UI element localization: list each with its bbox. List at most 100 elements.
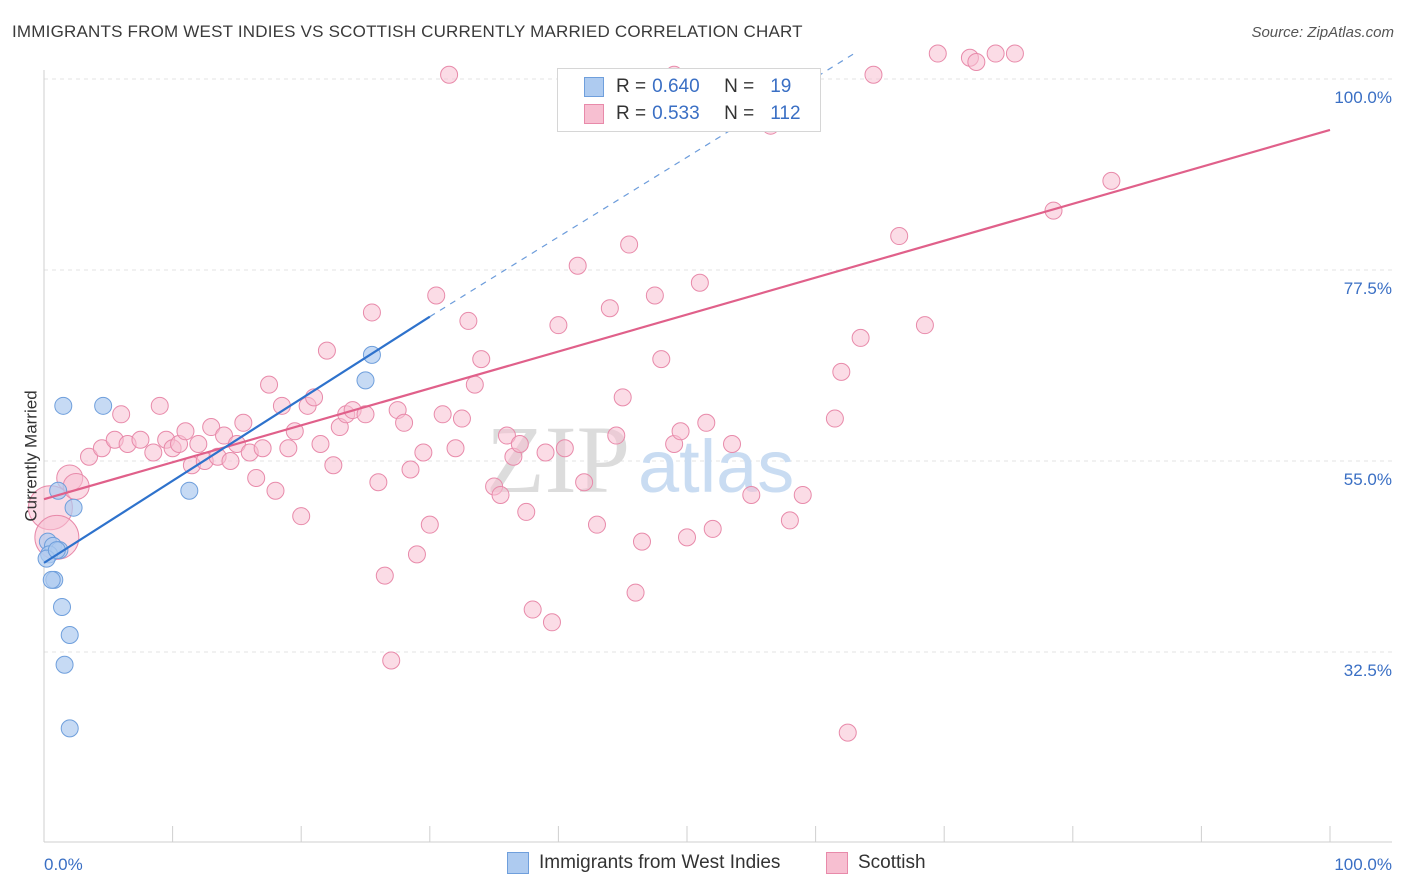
legend-n-label-pink: N =: [724, 103, 755, 124]
legend-n-value-pink: 112: [770, 103, 801, 124]
bottom-legend-swatch-blue: [507, 852, 529, 874]
bottom-legend-blue: Immigrants from West Indies: [507, 852, 780, 874]
scottish-point-58: [472, 350, 491, 369]
scottish-trend-line: [43, 128, 1331, 501]
scottish-point-77: [632, 532, 651, 551]
legend-n-label-blue: N =: [724, 76, 755, 97]
scottish-point-65: [523, 600, 542, 619]
scottish-point-56: [459, 311, 478, 330]
y-tick-label-3: 100.0%: [1334, 88, 1392, 107]
scottish-point-84: [697, 413, 716, 432]
scottish-point-4: [80, 447, 99, 466]
scottish-point-72: [587, 515, 606, 534]
scottish-point-100: [986, 44, 1005, 63]
scottish-point-44: [382, 651, 401, 670]
scottish-point-49: [414, 443, 433, 462]
legend-n-value-blue: 19: [770, 76, 792, 97]
scottish-point-83: [690, 273, 709, 292]
west-indies-point-1: [94, 396, 113, 415]
legend-r-value-pink: 0.533: [652, 103, 700, 124]
scottish-point-103: [1102, 171, 1121, 190]
west-indies-point-0: [54, 396, 73, 415]
west-indies-point-4: [180, 481, 199, 500]
scottish-point-64: [517, 502, 536, 521]
bottom-legend-label-blue: Immigrants from West Indies: [539, 852, 781, 873]
west-indies-point-12: [60, 626, 79, 645]
scottish-point-31: [292, 507, 311, 526]
correlation-legend: R = 0.640 N = 19 R = 0.533 N = 112: [557, 68, 821, 132]
scottish-point-66: [536, 443, 555, 462]
scottish-point-53: [440, 65, 459, 84]
bottom-legend-swatch-pink: [826, 852, 848, 874]
scottish-point-18: [202, 418, 221, 437]
scottish-point-104: [678, 528, 696, 547]
scottish-point-43: [375, 566, 394, 585]
scottish-point-5: [92, 439, 111, 458]
scottish-point-81: [671, 422, 690, 441]
legend-r-label-pink: R =: [616, 103, 647, 124]
scottish-point-90: [825, 409, 844, 428]
watermark-atlas: atlas: [638, 425, 794, 508]
scottish-point-47: [401, 460, 420, 479]
watermark: ZIP atlas: [486, 406, 794, 513]
scottish-point-88: [780, 511, 799, 530]
legend-r-value-blue: 0.640: [652, 76, 700, 97]
scottish-point-25: [253, 439, 272, 458]
scottish-point-70: [568, 256, 587, 275]
west-indies-point-16: [356, 371, 375, 390]
scottish-point-41: [362, 303, 381, 322]
scottish-point-76: [626, 583, 645, 602]
axes: [43, 70, 1392, 843]
scottish-point-91: [832, 362, 851, 381]
scottish-point-23: [234, 413, 253, 432]
scottish-point-97: [928, 44, 947, 63]
scottish-point-73: [600, 299, 619, 318]
scottish-point-16: [189, 435, 208, 454]
legend-swatch-blue: [584, 77, 604, 97]
scottish-point-29: [279, 439, 298, 458]
scottish-point-71: [575, 473, 594, 492]
bottom-legend-label-pink: Scottish: [858, 852, 926, 873]
legend-row-blue: R = 0.640 N = 19: [584, 73, 791, 101]
scottish-point-75: [620, 235, 639, 254]
scottish-point-26: [260, 375, 279, 394]
scottish-point-96: [915, 316, 934, 335]
scottish-point-42: [369, 473, 388, 492]
scottish-point-10: [150, 396, 169, 415]
west-indies-point-11: [53, 598, 72, 617]
scottish-point-27: [266, 481, 285, 500]
scottish-point-68: [549, 316, 568, 335]
bottom-legend-pink: Scottish: [826, 852, 926, 874]
legend-r-label-blue: R =: [616, 76, 647, 97]
scottish-point-46: [395, 413, 414, 432]
scottish-point-48: [407, 545, 426, 564]
y-tick-label-2: 77.5%: [1344, 279, 1392, 298]
scottish-point-89: [793, 485, 812, 504]
trend-lines: [43, 53, 1331, 564]
scottish-point-51: [427, 286, 446, 305]
scottish-point-60: [491, 485, 510, 504]
scottish-points: [27, 44, 1121, 742]
scottish-point-102: [1044, 201, 1063, 220]
y-tick-label-1: 55.0%: [1344, 470, 1392, 489]
scottish-point-8: [131, 430, 150, 449]
scottish-point-61: [497, 426, 516, 445]
scottish-point-55: [452, 409, 471, 428]
scottish-point-101: [1005, 44, 1024, 63]
legend-row-pink: R = 0.533 N = 112: [584, 100, 801, 128]
scottish-point-9: [144, 443, 163, 462]
scottish-point-63: [510, 435, 529, 454]
scottish-point-20: [215, 426, 234, 445]
scottish-point-95: [890, 227, 909, 246]
west-indies-points: [37, 345, 381, 738]
scottish-point-107: [247, 468, 266, 487]
x-tick-label-1: 100.0%: [1334, 855, 1392, 874]
scottish-point-94: [864, 65, 883, 84]
chart-title: IMMIGRANTS FROM WEST INDIES VS SCOTTISH …: [12, 22, 803, 41]
scottish-point-105: [703, 519, 722, 538]
legend-swatch-pink: [584, 104, 604, 124]
tick-labels: 32.5% 55.0% 77.5% 100.0% 0.0% 100.0%: [44, 88, 1392, 874]
scottish-point-54: [446, 439, 465, 458]
west-indies-point-13: [55, 655, 74, 674]
